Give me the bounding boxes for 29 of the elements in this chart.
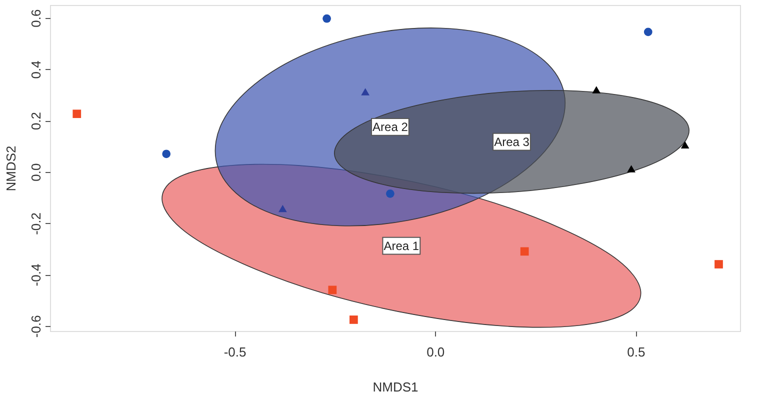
point [386,189,394,198]
point [644,28,652,36]
y-axis-title: NMDS2 [4,146,18,192]
point [278,204,287,212]
y-tick-label: 0.2 [28,112,44,130]
point [72,110,82,118]
y-tick-label: -0.4 [28,264,44,286]
x-tick-label: -0.5 [224,344,246,360]
series-label: Area 2 [372,120,408,134]
point [162,150,171,158]
point [520,247,529,256]
series-label: Area 1 [384,238,420,253]
point [328,286,337,294]
x-tick-label: 0.0 [426,344,445,360]
point [322,14,331,23]
point [714,260,723,268]
series-label: Area 3 [494,134,530,149]
y-tick-label: 0.0 [28,163,44,182]
point [627,165,636,172]
point [680,141,690,149]
x-axis-title: NMDS1 [372,380,418,394]
x-tick-label: 0.5 [627,344,646,360]
y-tick-label: 0.4 [28,60,44,79]
point [361,88,370,96]
y-tick-label: -0.6 [28,315,44,338]
y-tick-label: -0.2 [28,212,44,235]
point [592,86,601,94]
y-tick-label: 0.6 [28,9,44,28]
point [349,316,358,324]
